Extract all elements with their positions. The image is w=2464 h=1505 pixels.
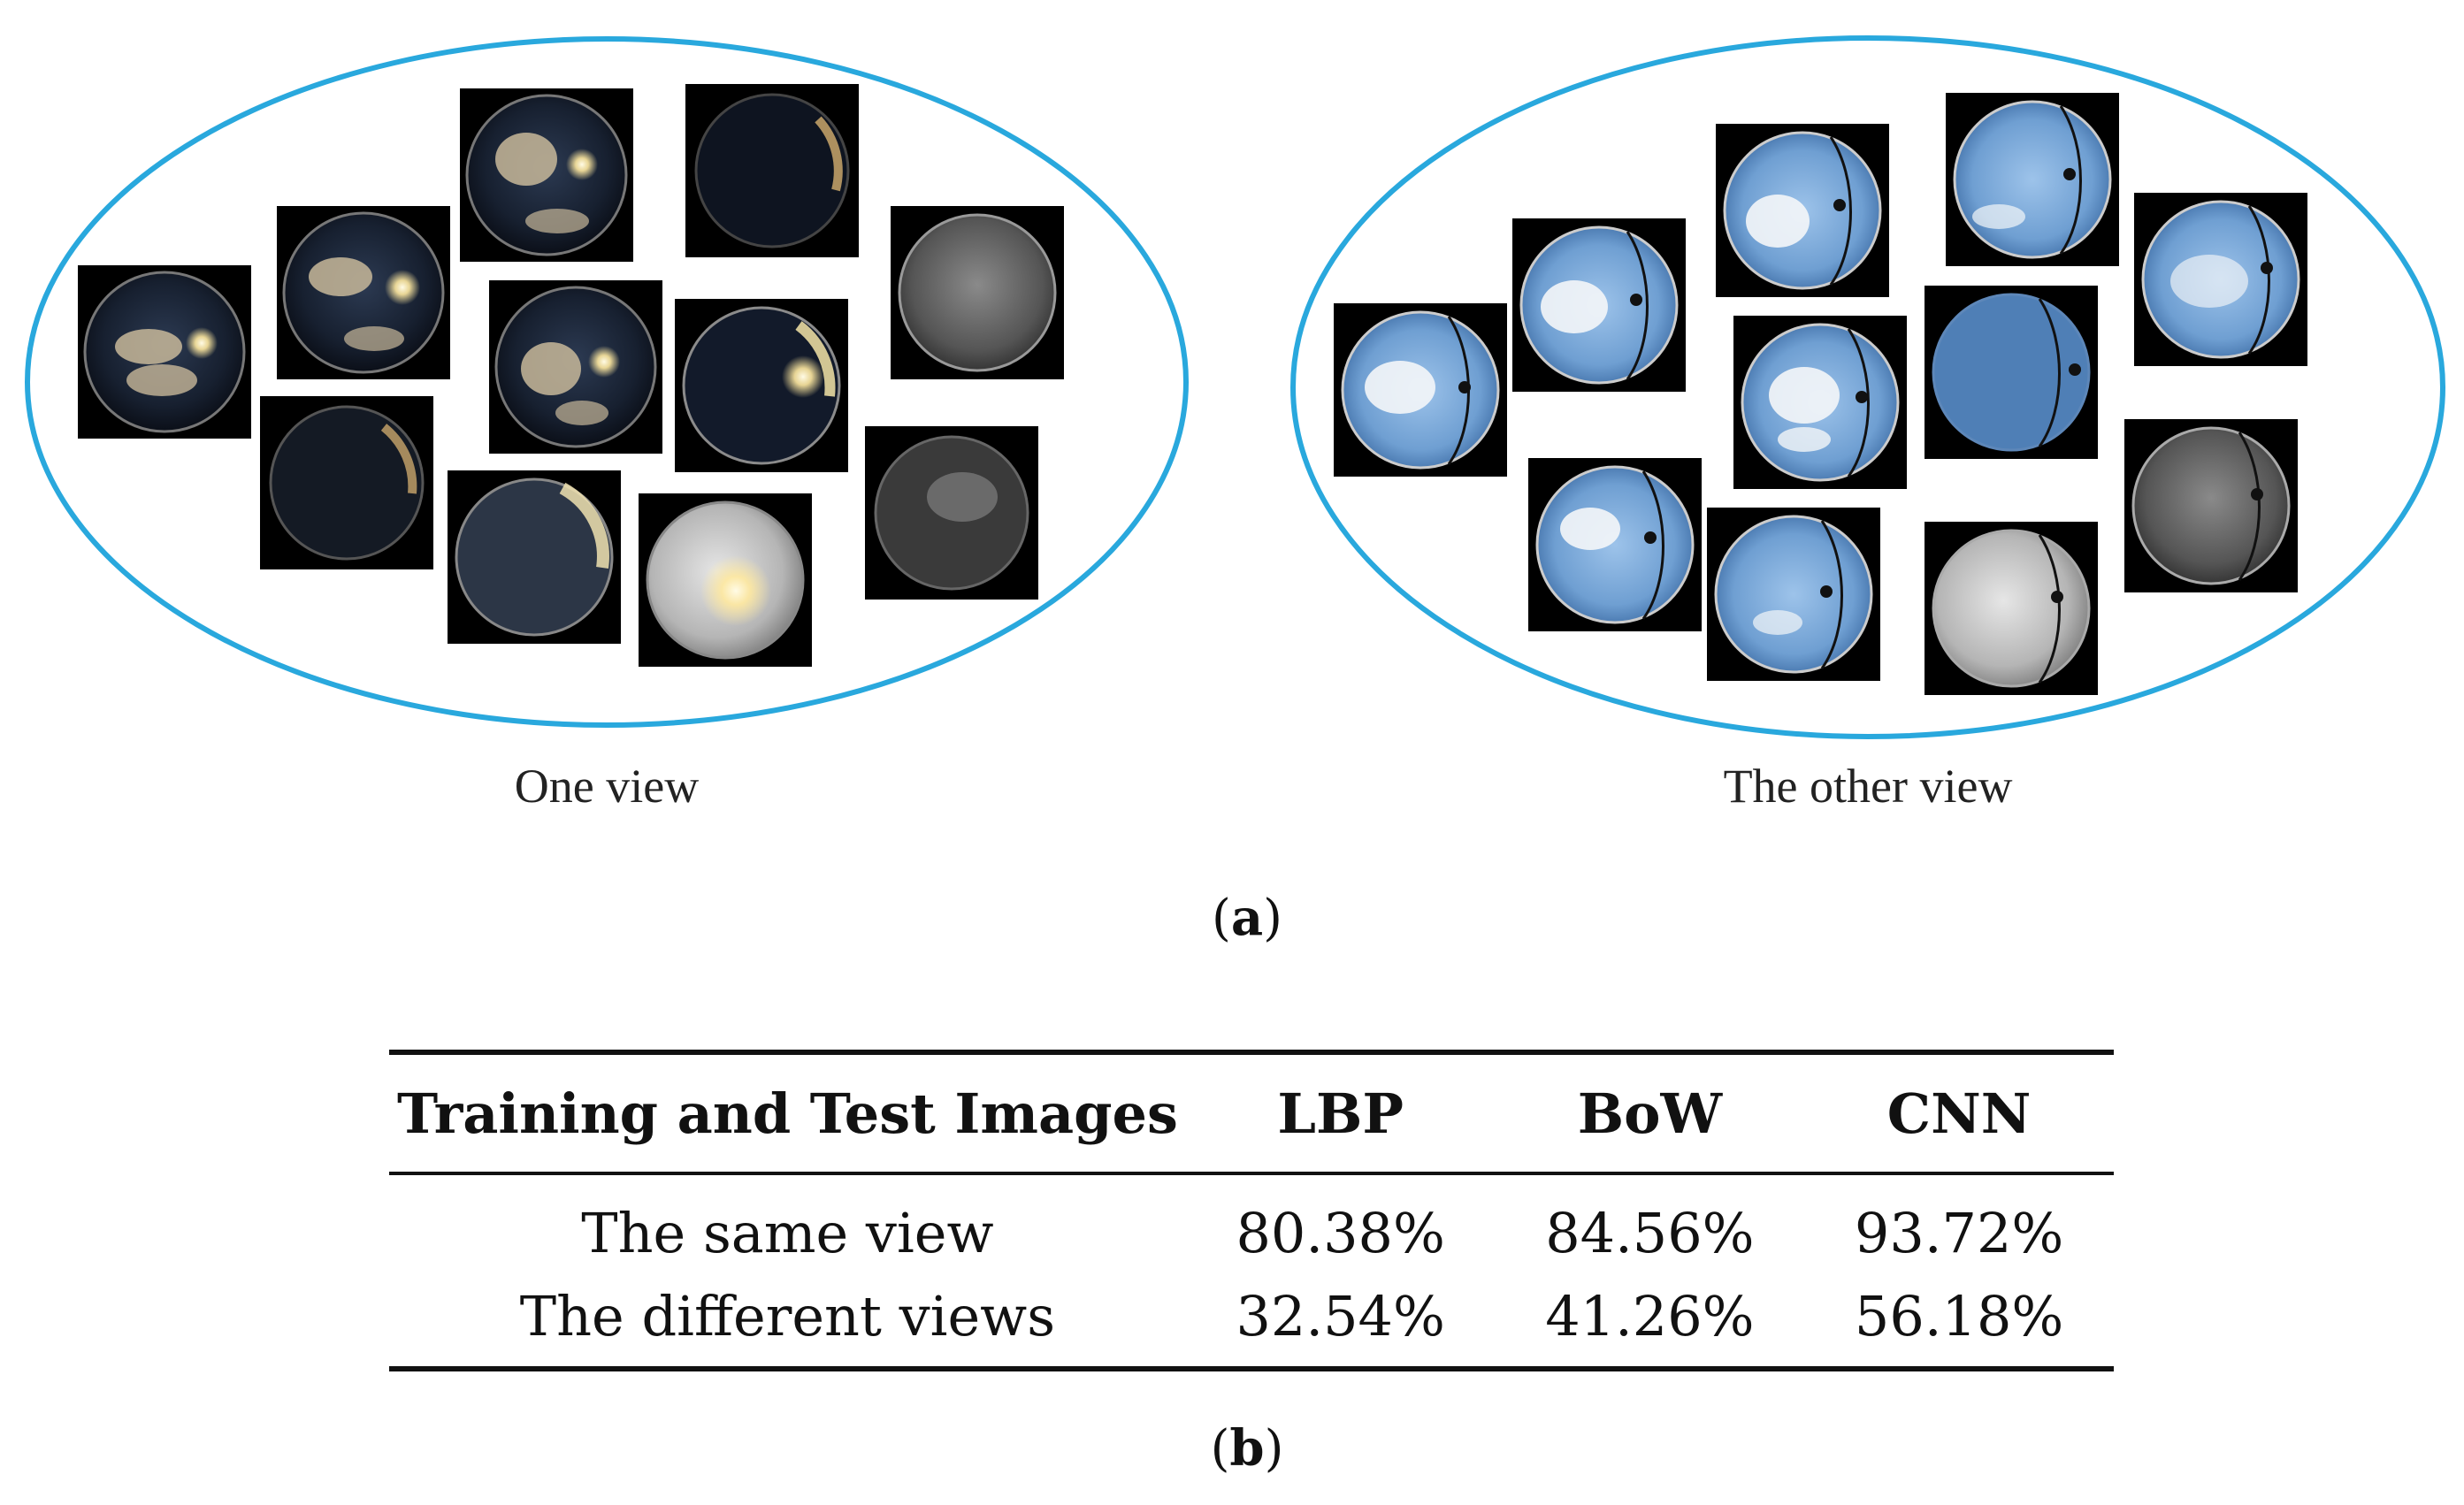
header-training-test-images: Training and Test Images [396,1081,1178,1146]
table-header-row: Training and Test Images LBP BoW CNN [389,1055,2114,1172]
cell-lbp: 32.54% [1236,1283,1445,1348]
sky-image-tile [865,426,1038,600]
cell-cnn: 93.72% [1854,1200,2064,1265]
cell-bow: 84.56% [1545,1200,1755,1265]
sky-image-tile [675,299,848,472]
sky-image-tile [260,396,433,569]
view-other-ellipse [1290,35,2445,739]
sky-image-tile [1528,458,1702,631]
cell-cnn: 56.18% [1854,1283,2064,1348]
figure-caption-a: (a) [1211,889,1282,947]
sky-image-tile [639,493,812,667]
cell-bow: 41.26% [1545,1283,1755,1348]
sky-image-tile [489,280,662,454]
header-bow: BoW [1577,1081,1723,1146]
results-table: Training and Test Images LBP BoW CNN The… [389,1050,2114,1371]
sky-image-tile [448,470,621,644]
view-other-label: The other view [1723,760,2013,813]
sky-image-tile [1334,303,1507,477]
sky-image-tile [460,88,633,262]
row-label: The same view [581,1200,994,1265]
sky-image-tile [1716,124,1889,297]
figure-caption-b: (b) [1210,1419,1284,1478]
sky-image-tile [277,206,450,379]
caption-a-letter: a [1230,889,1264,947]
figure-a-illustration [25,35,2445,739]
header-cnn: CNN [1886,1081,2032,1146]
sky-image-tile [1925,286,2098,459]
table-mid-rule [389,1172,2114,1175]
table-row: The same view 80.38% 84.56% 93.72% [389,1175,2114,1278]
sky-image-tile [78,265,251,439]
sky-image-tile [1733,316,1907,489]
sky-image-tile [1707,508,1880,681]
caption-b-letter: b [1229,1419,1265,1478]
sky-image-tile [1925,522,2098,695]
view-one-images [78,84,1064,667]
view-other-images [1334,93,2307,695]
sky-image-tile [1946,93,2119,266]
table-top-rule [389,1050,2114,1055]
sky-image-tile [685,84,859,257]
table-row: The different views 32.54% 41.26% 56.18% [389,1278,2114,1366]
view-one-ellipse [25,36,1189,728]
table-bottom-rule [389,1366,2114,1371]
view-one-label: One view [514,760,700,813]
row-label: The different views [519,1283,1056,1348]
cell-lbp: 80.38% [1236,1200,1445,1265]
header-lbp: LBP [1277,1081,1404,1146]
sky-image-tile [891,206,1064,379]
sky-image-tile [2124,419,2298,592]
sky-image-tile [1512,218,1686,392]
sky-image-tile [2134,193,2307,366]
